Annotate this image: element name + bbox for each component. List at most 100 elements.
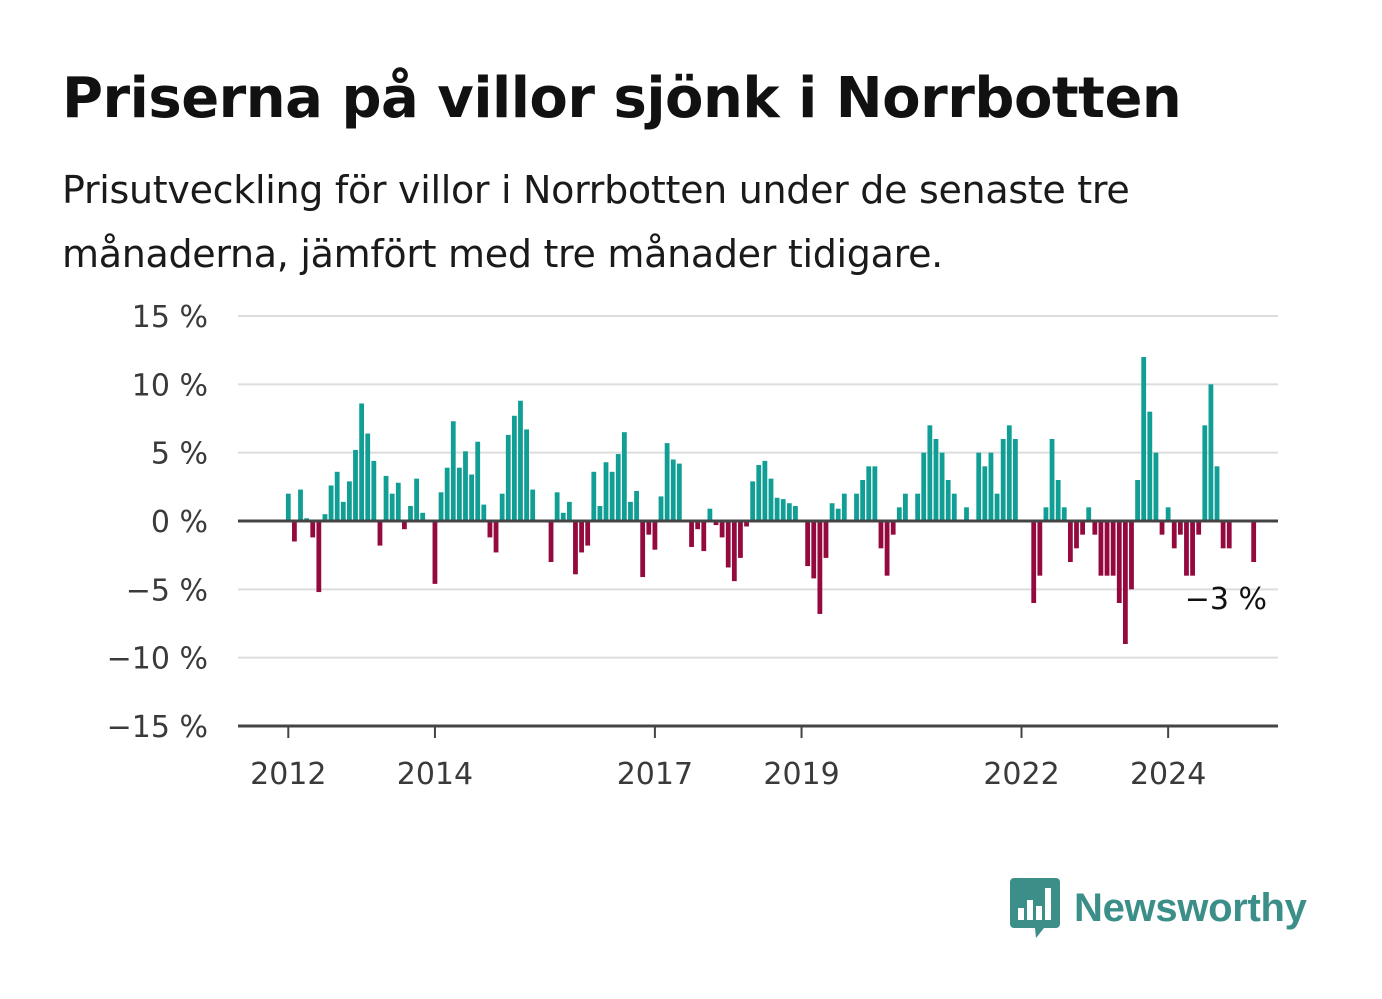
bar (414, 478, 420, 521)
bar (334, 471, 340, 521)
bar (389, 493, 395, 521)
bar (1220, 521, 1226, 549)
bar (1037, 521, 1043, 576)
bar (401, 521, 407, 530)
bar (811, 521, 817, 579)
bar (1153, 452, 1159, 521)
bar (786, 503, 792, 521)
bar (695, 521, 701, 530)
bar (316, 521, 322, 593)
bar (1031, 521, 1037, 603)
bar (1165, 507, 1171, 521)
bar (298, 489, 303, 521)
bar (292, 521, 297, 542)
bar (615, 454, 621, 521)
bar (670, 459, 676, 521)
bar (744, 521, 749, 527)
bar (964, 507, 969, 521)
y-tick-label: 10 % (132, 368, 208, 403)
bar (603, 462, 609, 521)
x-tick-label: 2017 (617, 757, 693, 792)
bar (719, 521, 725, 538)
bar (1067, 521, 1073, 562)
gridlines (238, 315, 1278, 659)
bar (493, 521, 499, 553)
bar (927, 425, 933, 521)
bar (469, 474, 474, 521)
bar (353, 449, 358, 521)
last-value-label: −3 % (1185, 582, 1267, 617)
bar (456, 467, 462, 521)
bar (463, 451, 468, 521)
bar (890, 521, 896, 535)
bar (713, 521, 719, 526)
bar (933, 439, 939, 521)
bar (1202, 425, 1208, 521)
x-tick-label: 2012 (250, 757, 326, 792)
bar (676, 463, 682, 521)
bar (793, 505, 798, 521)
bar (854, 493, 859, 521)
bar (1012, 439, 1018, 521)
bar (1147, 411, 1153, 521)
y-axis-labels: 15 % 10 % 5 % 0 % −5 % −10 % −15 % (107, 300, 208, 745)
bar (1135, 480, 1140, 521)
bar (1171, 521, 1177, 549)
bar (475, 441, 481, 521)
bar (1049, 439, 1055, 521)
bar (1000, 439, 1006, 521)
x-tick-label: 2019 (763, 757, 839, 792)
bar (1177, 521, 1183, 535)
y-tick-label: −15 % (107, 710, 208, 745)
brand-name: Newsworthy (1074, 885, 1307, 930)
bar (646, 521, 652, 535)
bar (359, 403, 365, 521)
bar (377, 521, 383, 546)
bar (896, 507, 902, 521)
bar (1159, 521, 1165, 535)
bar (707, 508, 713, 521)
y-tick-label: −5 % (126, 573, 208, 608)
bar (835, 508, 841, 521)
bar (884, 521, 890, 576)
bar (481, 504, 487, 521)
bar (921, 452, 927, 521)
bar (976, 452, 982, 521)
bar (1116, 521, 1122, 603)
bar (841, 493, 847, 521)
bar (738, 521, 743, 558)
bar (1061, 507, 1067, 521)
bar (1226, 521, 1232, 549)
bar (731, 521, 737, 582)
bar (487, 521, 493, 538)
y-tick-label: 15 % (132, 300, 208, 335)
bar (371, 460, 377, 521)
bar-chart: 15 %10 %5 %0 %−5 %−10 %−15 % 2012 2014 201… (107, 300, 1278, 792)
x-axis-ticks: 2012 2014 2017 2019 2022 2024 (250, 726, 1206, 792)
bar (524, 429, 529, 521)
bar (652, 521, 658, 550)
bar (395, 482, 401, 521)
bar (499, 493, 505, 521)
bar (530, 489, 536, 521)
bar (903, 493, 908, 521)
bar (444, 467, 450, 521)
bar (621, 432, 627, 521)
bar (994, 493, 1000, 521)
y-tick-label: 5 % (151, 437, 208, 472)
bar (420, 512, 426, 521)
bar (939, 452, 945, 521)
bar (1141, 357, 1147, 521)
bar (689, 521, 694, 547)
bar (1055, 480, 1061, 521)
bar (597, 505, 603, 521)
chart-subtitle: Prisutveckling för villor i Norrbotten u… (62, 168, 1130, 276)
bar-chart-speech-bubble-icon (1010, 878, 1060, 938)
bar (328, 485, 334, 521)
bar (780, 499, 786, 521)
bar (560, 512, 566, 521)
bar (915, 493, 921, 521)
bar (725, 521, 731, 568)
bar (988, 452, 994, 521)
bar (573, 521, 578, 575)
